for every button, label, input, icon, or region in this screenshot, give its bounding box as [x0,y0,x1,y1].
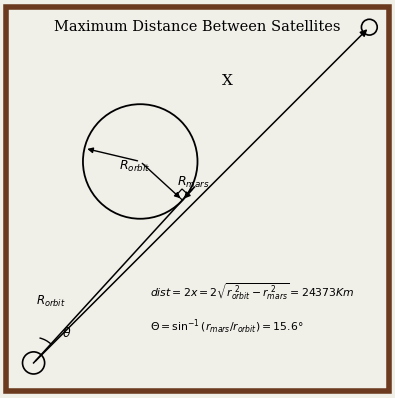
Text: X: X [222,74,233,88]
Text: Maximum Distance Between Satellites: Maximum Distance Between Satellites [54,20,341,34]
Text: $dist = 2x = 2\sqrt{r_{orbit}^{\ 2} - r_{mars}^{\ 2}} = 24373Km$: $dist = 2x = 2\sqrt{r_{orbit}^{\ 2} - r_… [150,282,355,302]
Text: $R_{mars}$: $R_{mars}$ [177,175,210,190]
Text: $\Theta = \sin^{-1}(r_{mars} / r_{orbit}) = 15.6°$: $\Theta = \sin^{-1}(r_{mars} / r_{orbit}… [150,318,303,336]
Text: $\theta$: $\theta$ [62,326,72,340]
Text: $R_{orbit}$: $R_{orbit}$ [36,294,65,309]
Text: $R_{orbit}$: $R_{orbit}$ [119,158,150,174]
